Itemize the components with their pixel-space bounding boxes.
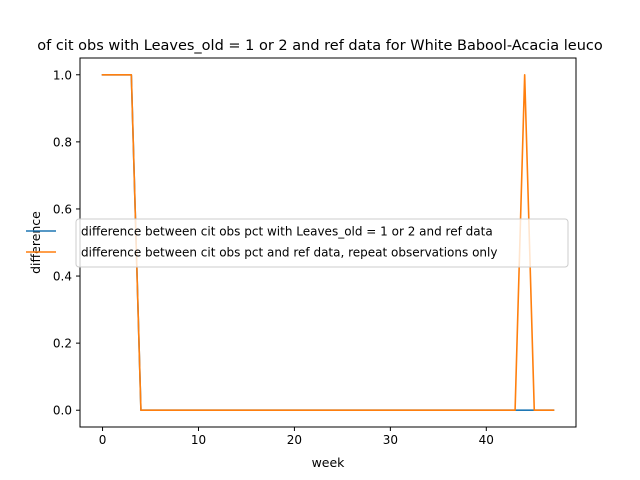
x-tick-label: 0 (99, 433, 107, 447)
ticks-layer: 0 10 20 30 40 0.0 0.2 0.4 0.6 0.8 1.0 (53, 68, 494, 447)
y-tick-label: 0.8 (53, 135, 72, 149)
series-line-2 (101, 73, 555, 412)
y-tick-label: 1.0 (53, 68, 72, 82)
chart-title: of cit obs with Leaves_old = 1 or 2 and … (37, 38, 603, 54)
x-tick-label: 20 (287, 433, 302, 447)
legend-box (75, 218, 569, 268)
y-axis-label: difference (28, 211, 43, 274)
y-tick-label: 0.6 (53, 202, 72, 216)
y-tick-label: 0.2 (53, 337, 72, 351)
legend-label-1: difference between cit obs pct with Leav… (81, 225, 493, 239)
x-tick-label: 10 (191, 433, 206, 447)
series-layer (101, 73, 555, 412)
y-tick-label: 0.0 (53, 404, 72, 418)
x-tick-label: 40 (479, 433, 494, 447)
legend: difference between cit obs pct with Leav… (26, 218, 569, 268)
x-tick-label: 30 (383, 433, 398, 447)
x-axis-label: week (312, 455, 346, 470)
y-tick-label: 0.4 (53, 270, 72, 284)
legend-label-2: difference between cit obs pct and ref d… (81, 246, 497, 260)
